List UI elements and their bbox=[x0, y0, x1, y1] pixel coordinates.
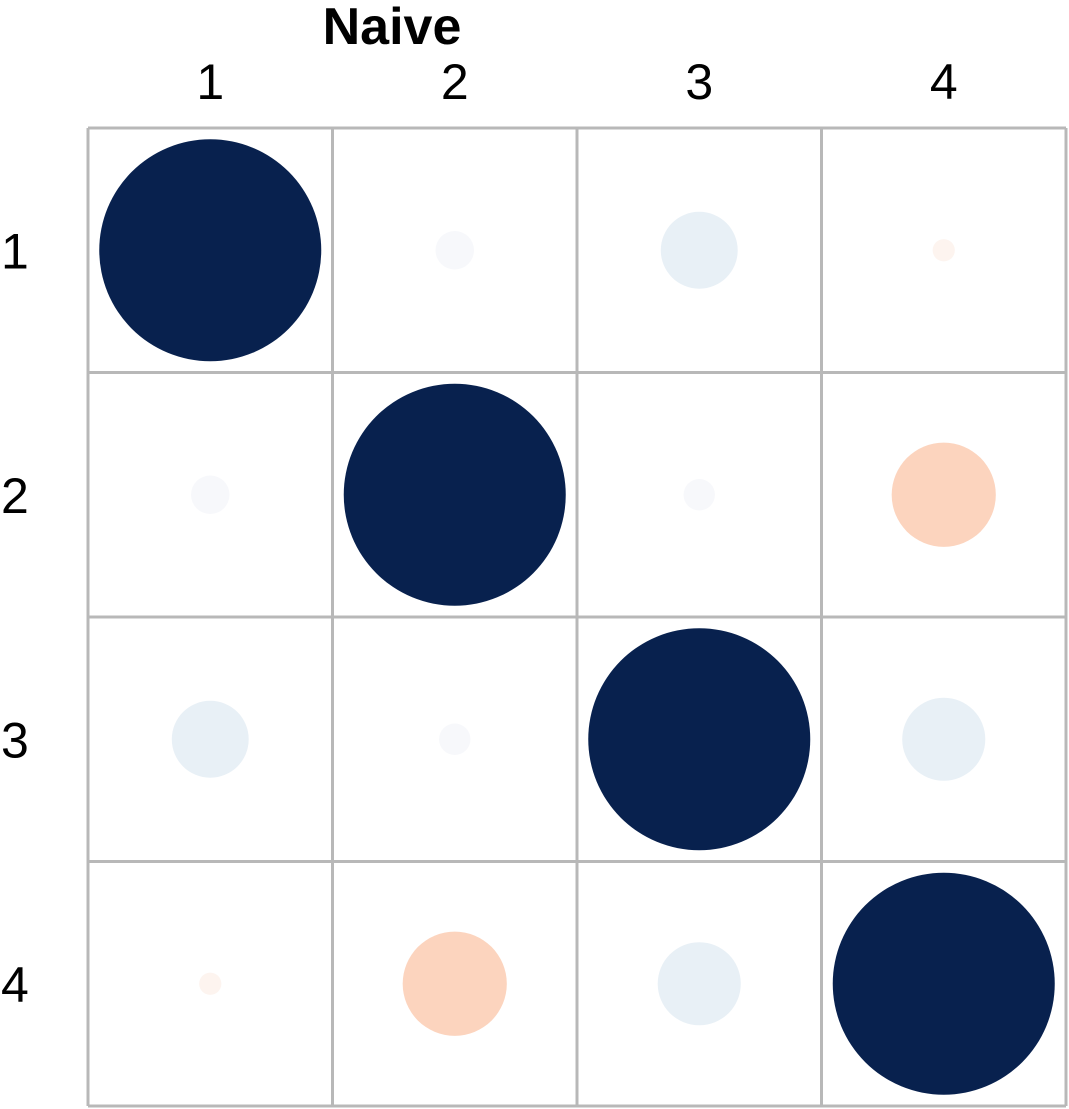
correlation-circle-r1-c3 bbox=[660, 211, 738, 289]
x-tick-label: 4 bbox=[930, 54, 958, 110]
chart-title: Naive bbox=[323, 0, 462, 56]
correlation-circle-r3-c3 bbox=[588, 628, 811, 851]
correlation-circle-r2-c1 bbox=[191, 475, 230, 514]
x-tick-label: 3 bbox=[685, 54, 713, 110]
x-axis-labels: 1 2 3 4 bbox=[196, 54, 957, 110]
y-tick-label: 1 bbox=[1, 223, 29, 279]
y-axis-labels: 1 2 3 4 bbox=[1, 223, 29, 1013]
correlation-circle-r1-c2 bbox=[435, 231, 474, 270]
correlation-circle-r3-c2 bbox=[439, 723, 471, 755]
correlation-circle-r1-c1 bbox=[99, 139, 322, 362]
grid bbox=[86, 126, 1068, 1108]
correlation-circle-r1-c4 bbox=[932, 239, 955, 262]
correlation-circle-r2-c3 bbox=[683, 479, 715, 511]
correlation-circle-r4-c1 bbox=[199, 972, 222, 995]
y-tick-label: 4 bbox=[1, 957, 29, 1013]
correlation-circles bbox=[99, 139, 1055, 1095]
correlation-circle-r3-c1 bbox=[171, 700, 249, 778]
x-tick-label: 1 bbox=[196, 54, 224, 110]
y-tick-label: 2 bbox=[1, 468, 29, 524]
correlation-circle-r2-c2 bbox=[343, 383, 566, 606]
correlation-circle-r3-c4 bbox=[902, 697, 986, 781]
correlation-circle-r4-c3 bbox=[657, 942, 741, 1026]
correlation-circle-r2-c4 bbox=[891, 442, 996, 547]
y-tick-label: 3 bbox=[1, 712, 29, 768]
correlation-circle-r4-c2 bbox=[402, 931, 507, 1036]
x-tick-label: 2 bbox=[441, 54, 469, 110]
correlation-circle-r4-c4 bbox=[832, 872, 1055, 1095]
